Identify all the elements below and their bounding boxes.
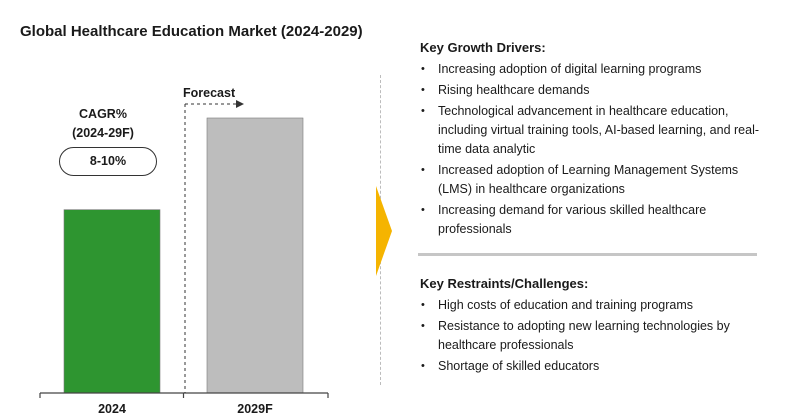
drivers-item-line: Increasing adoption of digital learning … — [438, 62, 702, 76]
restraints-list: High costs of education and training pro… — [420, 296, 772, 376]
drivers-item-line: time data analytic — [438, 142, 536, 156]
drivers-item-line: professionals — [438, 222, 512, 236]
drivers-item-line: (LMS) in healthcare organizations — [438, 182, 625, 196]
restraints-item-line: Resistance to adopting new learning tech… — [438, 319, 730, 333]
cagr-value-badge: 8-10% — [59, 147, 157, 176]
forecast-arrowhead-icon — [236, 100, 244, 108]
arrow-right-icon — [376, 186, 392, 276]
x-tick-label: 2024 — [98, 402, 126, 416]
drivers-item-line: Technological advancement in healthcare … — [438, 104, 729, 118]
growth-drivers-heading: Key Growth Drivers: — [420, 40, 546, 55]
forecast-label: Forecast — [183, 86, 236, 100]
restraints-item: High costs of education and training pro… — [420, 296, 772, 315]
bar-2024 — [63, 209, 161, 394]
drivers-item-line: Increasing demand for various skilled he… — [438, 203, 707, 217]
growth-drivers-list: Increasing adoption of digital learning … — [420, 60, 772, 239]
cagr-label-line1: CAGR% — [79, 107, 127, 121]
drivers-item: Increasing demand for various skilled he… — [420, 201, 772, 239]
restraints-panel: Key Restraints/Challenges: High costs of… — [420, 275, 772, 378]
section-divider-horizontal — [418, 253, 757, 256]
drivers-item: Rising healthcare demands — [420, 81, 772, 100]
restraints-item: Shortage of skilled educators — [420, 357, 772, 376]
bar-chart: 2024 2029F — [39, 100, 329, 416]
page-title: Global Healthcare Education Market (2024… — [20, 23, 363, 40]
growth-drivers-panel: Key Growth Drivers: Increasing adoption … — [420, 39, 772, 241]
bar-2029F — [206, 117, 304, 394]
drivers-item: Technological advancement in healthcare … — [420, 102, 772, 159]
restraints-item-line: healthcare professionals — [438, 338, 574, 352]
drivers-item: Increasing adoption of digital learning … — [420, 60, 772, 79]
restraints-item-line: Shortage of skilled educators — [438, 359, 600, 373]
x-tick-label: 2029F — [237, 402, 273, 416]
cagr-label-line2: (2024-29F) — [72, 126, 134, 140]
cagr-label: CAGR% (2024-29F) — [48, 105, 158, 143]
restraints-heading: Key Restraints/Challenges: — [420, 276, 589, 291]
restraints-item-line: High costs of education and training pro… — [438, 298, 694, 312]
drivers-item-line: Increased adoption of Learning Managemen… — [438, 163, 739, 177]
drivers-item-line: Rising healthcare demands — [438, 83, 590, 97]
drivers-item-line: including virtual training tools, AI-bas… — [438, 123, 760, 137]
restraints-item: Resistance to adopting new learning tech… — [420, 317, 772, 355]
drivers-item: Increased adoption of Learning Managemen… — [420, 161, 772, 199]
